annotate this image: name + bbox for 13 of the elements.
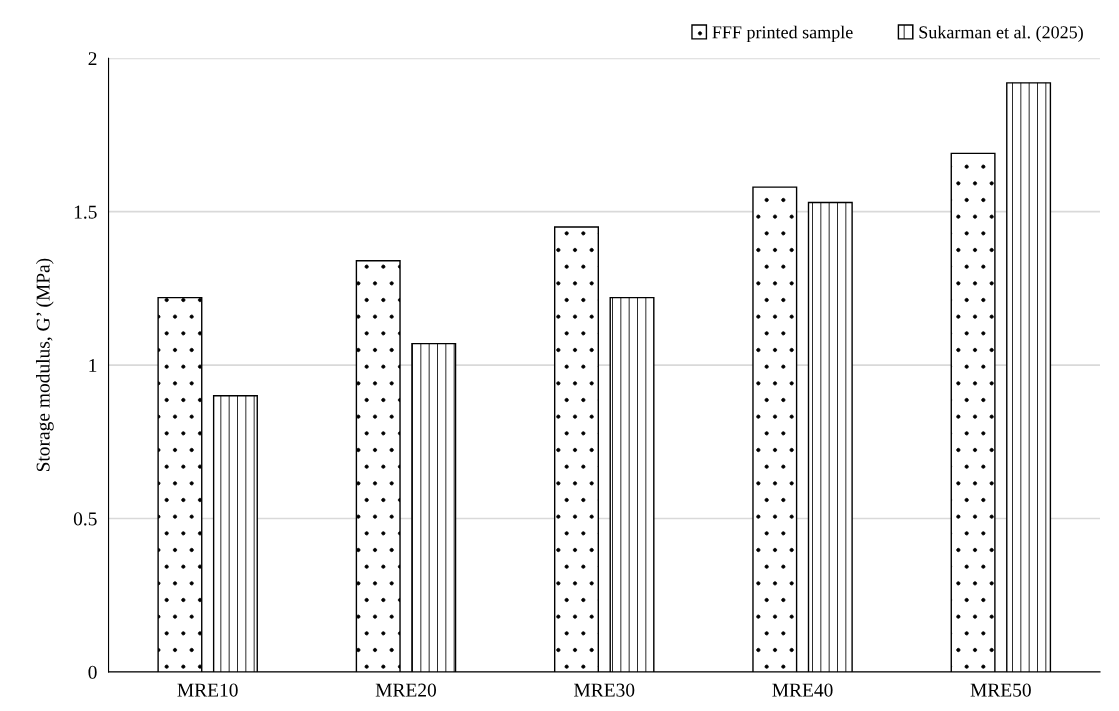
y-tick-label: 1.5 — [74, 205, 97, 219]
x-tick-label: MRE40 — [772, 683, 833, 697]
y-tick-label: 0.5 — [73, 512, 97, 526]
y-axis-title: Storage modulus, G’ (MPa) — [35, 258, 54, 472]
x-tick-label: MRE30 — [574, 683, 635, 697]
legend-label: Sukarman et al. (2025) — [919, 25, 1083, 43]
y-tick-label: 2 — [88, 52, 97, 66]
y-tick-label: 0 — [88, 665, 97, 679]
x-tick-label: MRE10 — [177, 683, 238, 697]
x-tick-label: MRE50 — [970, 683, 1031, 697]
x-tick-label: MRE20 — [375, 683, 437, 697]
y-tick-label: 1 — [89, 359, 97, 372]
legend-label: FFF printed sample — [712, 25, 853, 43]
